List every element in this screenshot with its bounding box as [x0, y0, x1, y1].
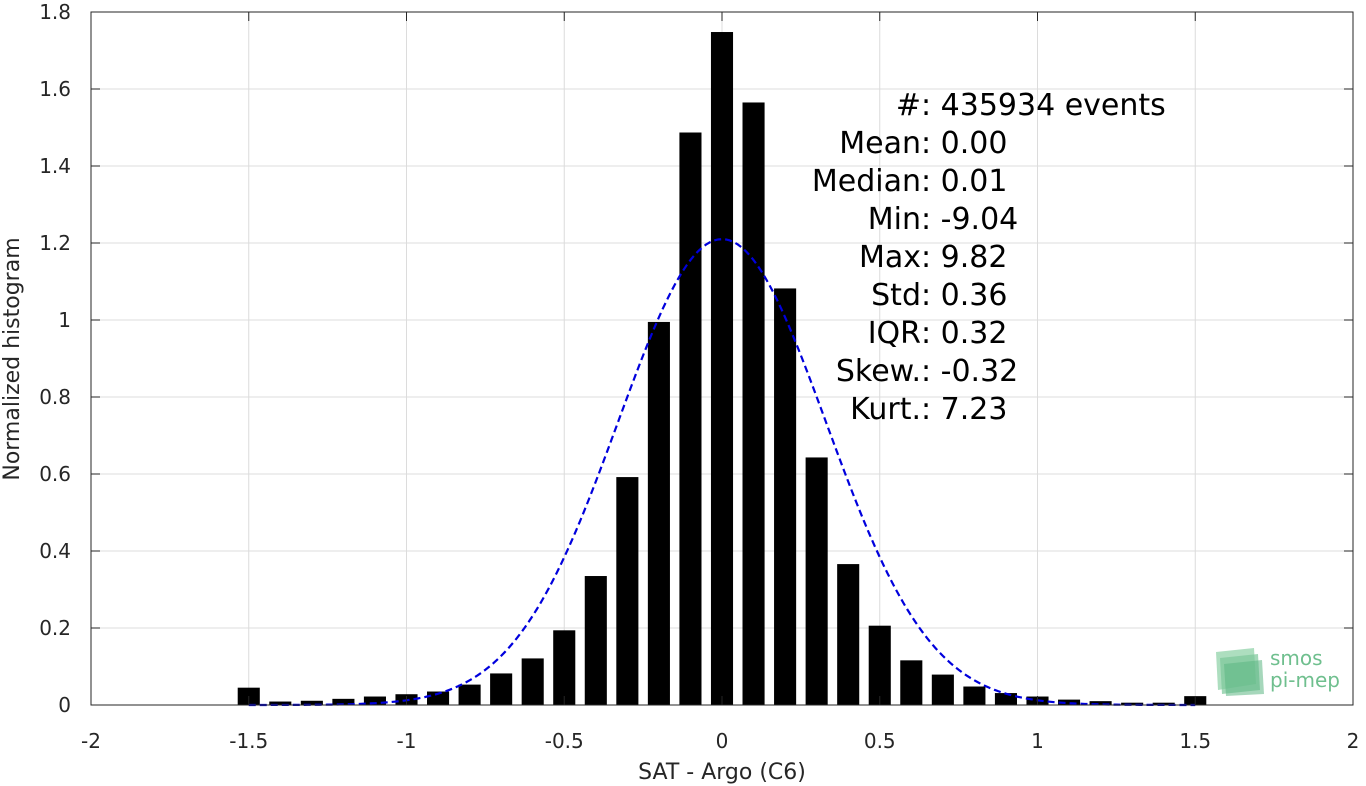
- histogram-bar: [963, 686, 986, 705]
- stats-label: Kurt.: [850, 392, 921, 427]
- y-tick-labels: 0 0.2 0.4 0.6 0.8 1 1.2 1.4 1.6 1.8: [39, 0, 71, 717]
- stats-label: Min: [868, 202, 921, 237]
- histogram-bar: [553, 630, 576, 705]
- histogram-bar: [521, 658, 544, 705]
- stats-value: : 0.00: [921, 126, 1007, 161]
- y-tick-label: 1.4: [39, 154, 71, 178]
- histogram-bar: [269, 701, 292, 705]
- histogram-bar: [584, 576, 607, 705]
- stats-label: #: [896, 88, 921, 123]
- x-tick-label: -0.5: [545, 729, 584, 753]
- stats-value: : -0.32: [921, 354, 1018, 389]
- y-tick-label: 0.8: [39, 385, 71, 409]
- histogram-bar: [427, 691, 450, 705]
- y-tick-label: 1.6: [39, 77, 71, 101]
- histogram-bars: [237, 32, 1207, 706]
- histogram-bar: [742, 102, 765, 706]
- stats-value: : 7.23: [921, 392, 1007, 427]
- y-axis-label: Normalized histogram: [0, 237, 25, 480]
- histogram-bar: [837, 564, 860, 705]
- x-tick-label: 0: [716, 729, 729, 753]
- histogram-bar: [931, 674, 954, 705]
- stats-value: : 0.01: [921, 164, 1007, 199]
- histogram-bar: [300, 700, 323, 705]
- y-tick-label: 0.2: [39, 616, 71, 640]
- histogram-bar: [332, 698, 355, 705]
- stats-value: : 0.32: [921, 316, 1007, 351]
- histogram-bar: [994, 693, 1017, 705]
- x-tick-label: 2: [1347, 729, 1360, 753]
- axes-box: [90, 11, 1354, 706]
- y-tick-label: 0.6: [39, 462, 71, 486]
- histogram-bar: [710, 32, 734, 705]
- y-tick-label: 1.2: [39, 231, 71, 255]
- histogram-bar: [1089, 701, 1112, 705]
- histogram-bar: [774, 288, 797, 705]
- logo-line1: smos: [1270, 646, 1323, 670]
- histogram-bar: [1121, 702, 1144, 705]
- histogram-bar: [679, 132, 702, 705]
- y-tick-label: 0: [58, 693, 71, 717]
- histogram-bar: [647, 321, 670, 705]
- logo-line2: pi-mep: [1270, 668, 1340, 692]
- histogram-bar: [805, 457, 828, 705]
- stats-label: Mean: [839, 126, 921, 161]
- y-tick-label: 1: [58, 308, 71, 332]
- x-tick-label: 1: [1031, 729, 1044, 753]
- stats-label: Max: [859, 240, 921, 275]
- smos-pi-mep-logo: smos pi-mep: [1216, 646, 1340, 696]
- x-axis-label: SAT - Argo (C6): [638, 760, 806, 785]
- stats-label: Std: [871, 278, 921, 313]
- histogram-bar: [900, 660, 923, 705]
- x-tick-label: 0.5: [864, 729, 896, 753]
- x-tick-labels: -2 -1.5 -1 -0.5 0 0.5 1 1.5 2: [81, 729, 1359, 753]
- x-tick-label: -1.5: [229, 729, 268, 753]
- histogram-bar: [616, 477, 639, 705]
- stats-label: Median: [812, 164, 921, 199]
- stats-value: : 435934 events: [921, 88, 1166, 123]
- stats-value: : 0.36: [921, 278, 1007, 313]
- logo-mark-icon: [1216, 648, 1264, 696]
- x-tick-label: -1: [397, 729, 417, 753]
- histogram-bar: [868, 625, 891, 705]
- histogram-bar: [490, 673, 513, 705]
- stats-value: : 9.82: [921, 240, 1007, 275]
- histogram-bar: [363, 696, 386, 705]
- x-tick-label: 1.5: [1179, 729, 1211, 753]
- stats-value: : -9.04: [921, 202, 1018, 237]
- stats-label: Skew.: [836, 354, 921, 389]
- y-tick-label: 0.4: [39, 539, 71, 563]
- y-tick-label: 1.8: [39, 0, 71, 24]
- stats-label: IQR: [868, 316, 921, 351]
- x-tick-label: -2: [81, 729, 101, 753]
- histogram-bar: [458, 684, 481, 705]
- histogram-bar: [1058, 699, 1081, 705]
